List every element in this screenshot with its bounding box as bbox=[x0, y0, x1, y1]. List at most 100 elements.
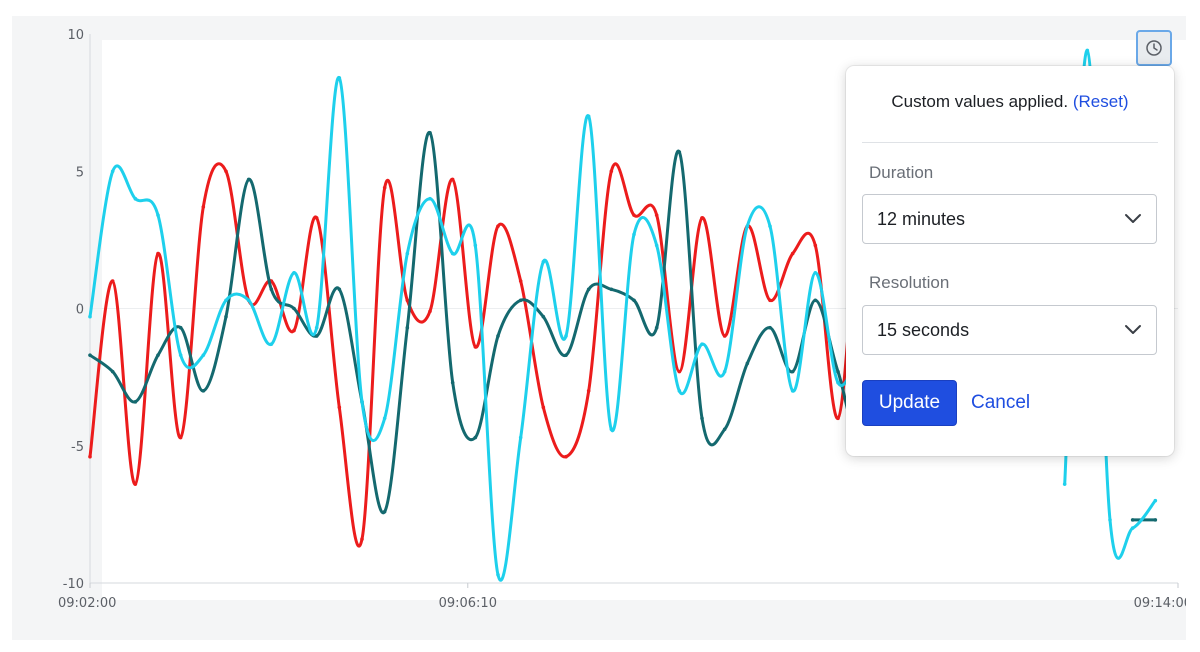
series-2-point bbox=[428, 131, 432, 135]
custom-values-text: Custom values applied. bbox=[891, 92, 1069, 111]
series-2-point bbox=[564, 353, 568, 357]
series-1-point bbox=[790, 251, 795, 256]
series-1-line bbox=[88, 162, 885, 548]
series-1-point bbox=[722, 334, 727, 338]
x-tick-label: 09:02:00 bbox=[58, 596, 116, 611]
series-2-point bbox=[292, 306, 296, 311]
series-2-point bbox=[836, 369, 840, 374]
series-1-point bbox=[382, 185, 387, 190]
series-1-point bbox=[518, 279, 523, 283]
series-2-point bbox=[609, 287, 614, 292]
series-3-point bbox=[1062, 482, 1067, 486]
y-tick-label: 0 bbox=[76, 303, 84, 318]
series-3-point bbox=[110, 169, 115, 174]
series-1-point bbox=[813, 243, 818, 248]
x-tick-label: 09:14:00 bbox=[1134, 596, 1186, 611]
series-3-point bbox=[428, 196, 432, 201]
series-1-point bbox=[405, 298, 410, 303]
cancel-button[interactable]: Cancel bbox=[971, 392, 1031, 413]
y-tick-label: -5 bbox=[71, 440, 84, 455]
series-2-point bbox=[178, 325, 183, 330]
series-2-point bbox=[110, 369, 115, 374]
series-2-point bbox=[405, 325, 410, 330]
series-1-point bbox=[586, 389, 591, 393]
series-3-point bbox=[314, 325, 319, 330]
y-tick-label: -10 bbox=[63, 577, 84, 592]
series-1-point bbox=[450, 177, 455, 182]
series-2-point bbox=[654, 325, 659, 330]
series-1-point bbox=[654, 213, 659, 217]
series-2-point bbox=[632, 298, 636, 303]
duration-value: 12 minutes bbox=[877, 208, 966, 229]
series-2-point bbox=[473, 435, 478, 440]
series-2-point bbox=[541, 314, 546, 319]
series-2-line bbox=[88, 131, 885, 515]
series-2-point bbox=[201, 389, 206, 393]
series-3-point bbox=[1153, 498, 1158, 503]
x-tick-label: 09:06:10 bbox=[439, 596, 497, 611]
series-3-point bbox=[133, 196, 138, 201]
series-1-point bbox=[564, 454, 568, 459]
series-3-point bbox=[269, 342, 274, 346]
series-3-point bbox=[541, 260, 546, 264]
series-1-point bbox=[314, 216, 319, 220]
series-1-point bbox=[201, 205, 206, 209]
series-3-point bbox=[405, 251, 410, 256]
update-button[interactable]: Update bbox=[862, 380, 957, 426]
series-3-point bbox=[586, 114, 591, 119]
series-2-point bbox=[269, 287, 274, 292]
series-1-point bbox=[700, 216, 704, 220]
line-chart: 10 5 0 -5 -10 09:02:00 09:06:10 09:14:00 bbox=[58, 28, 1186, 611]
series-3-point bbox=[224, 298, 228, 303]
duration-select[interactable]: 12 minutes bbox=[862, 194, 1157, 244]
series-1-point bbox=[473, 345, 478, 349]
series-3-point bbox=[382, 416, 387, 421]
series-3-point bbox=[360, 400, 364, 404]
series-3-point bbox=[450, 251, 455, 256]
chevron-down-icon bbox=[1125, 325, 1141, 334]
series-3-point bbox=[156, 213, 160, 217]
series-3-point bbox=[632, 232, 636, 237]
series-2-point bbox=[450, 380, 455, 385]
series-2-point bbox=[224, 314, 228, 319]
series-3-point bbox=[654, 243, 659, 248]
time-settings-popover: Custom values applied. (Reset) Duration … bbox=[846, 66, 1174, 456]
resolution-select[interactable]: 15 seconds bbox=[862, 305, 1157, 355]
series-1-point bbox=[178, 435, 183, 440]
series-2-point bbox=[314, 334, 319, 338]
series-2-point bbox=[246, 177, 251, 182]
series-3-point bbox=[836, 380, 840, 385]
series-1-point bbox=[133, 482, 138, 486]
series-1-point bbox=[224, 169, 228, 174]
series-3-point bbox=[609, 427, 614, 432]
reset-link[interactable]: (Reset) bbox=[1072, 92, 1129, 111]
series-2-point bbox=[768, 325, 772, 330]
series-3-point bbox=[496, 572, 500, 577]
duration-label: Duration bbox=[869, 163, 934, 182]
series-1-point bbox=[337, 405, 342, 410]
time-range-toggle-button[interactable] bbox=[1136, 30, 1172, 66]
series-2-point bbox=[382, 509, 387, 514]
series-3-point bbox=[722, 369, 727, 374]
series-2-point bbox=[586, 287, 591, 292]
series-1-point bbox=[428, 309, 432, 314]
series-1-point bbox=[292, 328, 296, 333]
series-2-point bbox=[518, 298, 523, 303]
series-3-point bbox=[178, 353, 183, 357]
resolution-value: 15 seconds bbox=[877, 319, 970, 340]
series-1-point bbox=[110, 279, 115, 283]
custom-values-message: Custom values applied. (Reset) bbox=[846, 92, 1174, 112]
series-1-point bbox=[632, 213, 636, 217]
series-3-point bbox=[473, 243, 478, 248]
series-1-point bbox=[156, 251, 160, 256]
series-1-point bbox=[836, 416, 840, 421]
series-3-point bbox=[1130, 526, 1135, 530]
series-2-point bbox=[1130, 518, 1135, 522]
series-2-point bbox=[496, 334, 500, 338]
series-2-point bbox=[700, 416, 704, 421]
series-1-point bbox=[496, 224, 500, 228]
series-3-point bbox=[201, 353, 206, 357]
divider bbox=[862, 142, 1158, 143]
clock-icon bbox=[1146, 40, 1162, 56]
series-2-point bbox=[156, 353, 160, 357]
